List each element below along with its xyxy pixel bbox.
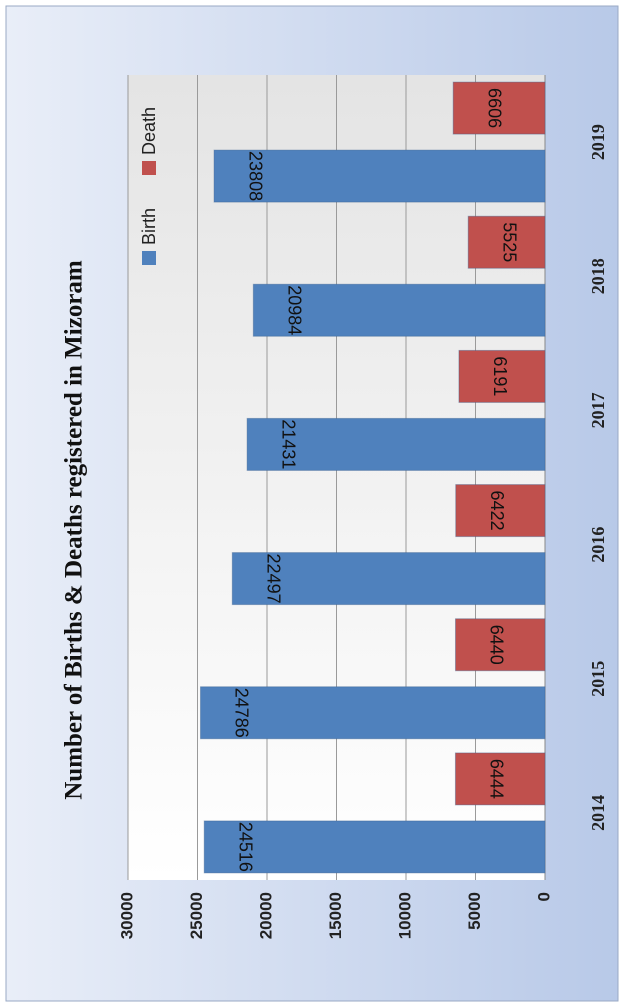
bar [246,417,546,471]
value-label: 6440 [487,625,507,665]
y-tick-label: 30000 [117,892,136,939]
x-tick-label: 2016 [588,527,608,563]
value-label: 22497 [264,554,284,604]
bar [231,552,546,606]
x-tick-label: 2018 [588,258,608,294]
x-tick-label: 2019 [588,124,608,160]
value-label: 6422 [487,491,507,531]
legend-swatch [142,161,156,175]
value-label: 24516 [235,822,255,872]
bar [199,686,546,740]
legend-label: Death [139,107,159,155]
legend-label: Birth [139,208,159,245]
y-tick-label: 0 [534,892,553,901]
bar [458,349,546,403]
bar [455,484,546,538]
bar [452,81,546,135]
y-tick-label: 20000 [256,892,275,939]
x-tick-label: 2014 [588,795,608,831]
bar [203,820,546,874]
y-tick-label: 10000 [395,892,414,939]
value-label: 21431 [278,419,298,469]
x-tick-label: 2015 [588,661,608,697]
y-tick-label: 25000 [187,892,206,939]
bar [454,618,546,672]
bar [454,752,546,806]
legend-swatch [142,251,156,265]
bar [213,149,546,203]
value-label: 23808 [245,151,265,201]
y-tick-label: 15000 [326,892,345,939]
chart-title: Number of Births & Deaths registered in … [61,260,88,800]
bar [467,215,546,269]
value-label: 24786 [232,688,252,738]
value-label: 6444 [487,759,507,799]
rotated-chart: Number of Births & Deaths registered in … [61,75,608,939]
x-tick-label: 2017 [588,392,608,428]
value-label: 20984 [285,285,305,335]
bar [252,283,546,337]
value-label: 6191 [490,356,510,396]
value-label: 6606 [484,88,504,128]
y-tick-label: 5000 [465,892,484,930]
value-label: 5525 [499,222,519,262]
